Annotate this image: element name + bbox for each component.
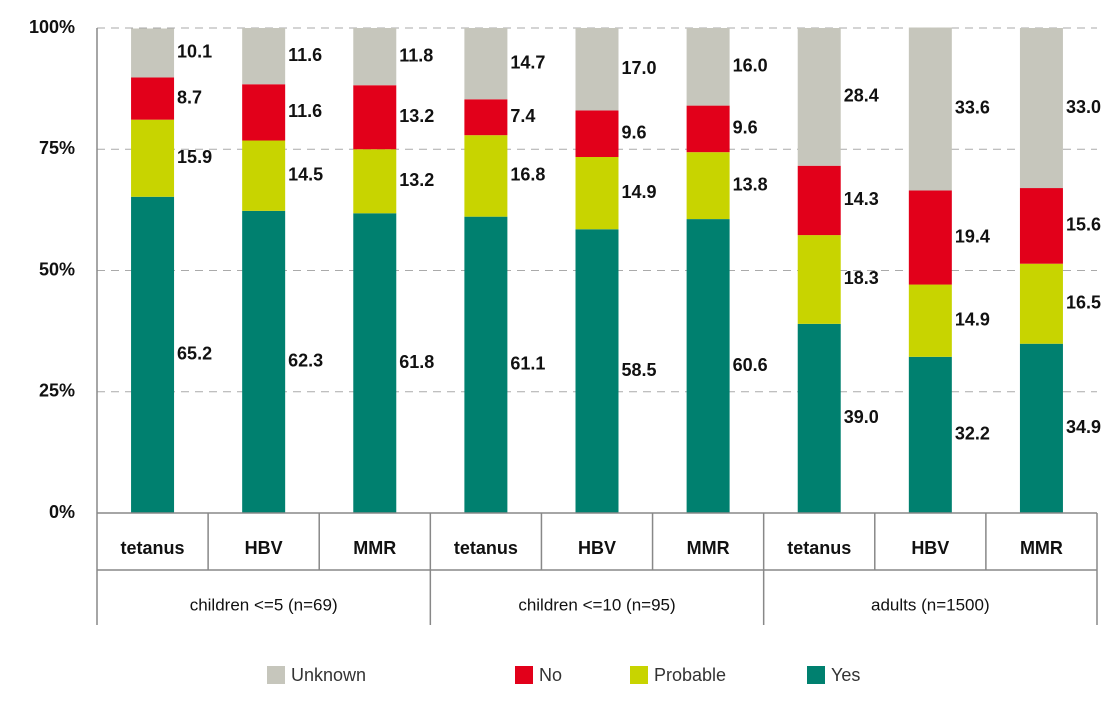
bar-segment: [908, 27, 952, 191]
data-label: 13.2: [399, 170, 434, 190]
bar-segment: [464, 28, 508, 100]
data-label: 15.9: [177, 147, 212, 167]
bar-segment: [686, 152, 730, 220]
data-label: 11.6: [288, 101, 322, 121]
bar-segment: [464, 216, 508, 514]
data-label: 17.0: [622, 58, 657, 78]
data-label: 32.2: [955, 424, 990, 444]
data-label: 18.3: [844, 268, 879, 288]
bar-segment: [797, 28, 841, 166]
bar-segment: [131, 77, 175, 120]
bar-segment: [575, 229, 619, 513]
data-label: 65.2: [177, 344, 212, 364]
x-tick-label: MMR: [1020, 538, 1063, 558]
x-tick-label: tetanus: [121, 538, 185, 558]
bar-segment: [131, 28, 175, 78]
legend-label: No: [539, 665, 562, 685]
legend-label: Yes: [831, 665, 860, 685]
data-label: 13.2: [399, 106, 434, 126]
bar-segment: [1019, 343, 1063, 513]
data-label: 7.4: [510, 106, 535, 126]
y-tick-label: 50%: [39, 259, 75, 279]
data-label: 16.0: [733, 56, 768, 76]
bar-segment: [242, 140, 286, 211]
x-tick-label: HBV: [245, 538, 283, 558]
data-label: 11.6: [288, 45, 322, 65]
bar-segment: [686, 28, 730, 106]
data-label: 11.8: [399, 45, 433, 65]
data-label: 19.4: [955, 226, 990, 246]
data-label: 58.5: [622, 360, 657, 380]
bar-segment: [353, 213, 397, 513]
bar-segment: [464, 99, 508, 136]
bar-segment: [575, 110, 619, 158]
x-tick-label: tetanus: [454, 538, 518, 558]
group-label: adults (n=1500): [871, 595, 990, 614]
data-label: 14.5: [288, 164, 323, 184]
bar-segment: [131, 119, 175, 197]
y-tick-label: 25%: [39, 381, 75, 401]
x-tick-label: MMR: [687, 538, 730, 558]
data-label: 60.6: [733, 355, 768, 375]
data-label: 34.9: [1066, 417, 1101, 437]
data-label: 28.4: [844, 86, 879, 106]
y-tick-label: 100%: [29, 17, 75, 37]
x-tick-label: tetanus: [787, 538, 851, 558]
bar-segment: [1019, 263, 1063, 344]
x-tick-label: HBV: [911, 538, 949, 558]
bar-segment: [908, 356, 952, 513]
bar-segment: [908, 190, 952, 285]
legend-label: Unknown: [291, 665, 366, 685]
bar-segment: [797, 323, 841, 513]
group-label: children <=5 (n=69): [190, 595, 338, 614]
bar-segment: [686, 219, 730, 513]
x-tick-label: HBV: [578, 538, 616, 558]
bar-segment: [464, 135, 508, 217]
bar-segment: [353, 28, 397, 86]
group-label: children <=10 (n=95): [518, 595, 675, 614]
data-label: 14.9: [622, 182, 657, 202]
legend-swatch: [267, 666, 285, 684]
bar-segment: [1019, 28, 1063, 189]
data-label: 10.1: [177, 42, 212, 62]
data-label: 14.9: [955, 309, 990, 329]
bar-segment: [797, 165, 841, 236]
bar-segment: [131, 196, 175, 513]
data-label: 8.7: [177, 87, 202, 107]
bar-segment: [242, 210, 286, 513]
legend-swatch: [515, 666, 533, 684]
data-label: 33.6: [955, 98, 990, 118]
data-label: 16.5: [1066, 292, 1101, 312]
data-label: 15.6: [1066, 215, 1101, 235]
legend-swatch: [630, 666, 648, 684]
bar-segment: [242, 28, 286, 85]
data-label: 9.6: [733, 118, 758, 138]
bar-segment: [242, 84, 286, 141]
data-label: 9.6: [622, 122, 647, 142]
bar-segment: [797, 235, 841, 324]
bar-segment: [353, 85, 397, 150]
bar-segment: [686, 105, 730, 153]
data-label: 14.3: [844, 189, 879, 209]
data-label: 33.0: [1066, 97, 1101, 117]
y-tick-label: 75%: [39, 138, 75, 158]
bar-segment: [1019, 188, 1063, 264]
x-tick-label: MMR: [353, 538, 396, 558]
bar-segment: [575, 28, 619, 111]
legend-swatch: [807, 666, 825, 684]
data-label: 14.7: [510, 52, 545, 72]
data-label: 39.0: [844, 407, 879, 427]
data-label: 62.3: [288, 351, 323, 371]
data-label: 16.8: [510, 165, 545, 185]
data-label: 61.1: [510, 354, 545, 374]
bar-segment: [575, 157, 619, 230]
data-label: 13.8: [733, 174, 768, 194]
data-label: 61.8: [399, 352, 434, 372]
bar-segment: [908, 284, 952, 357]
y-tick-label: 0%: [49, 502, 75, 522]
bar-segment: [353, 149, 397, 214]
legend-label: Probable: [654, 665, 726, 685]
